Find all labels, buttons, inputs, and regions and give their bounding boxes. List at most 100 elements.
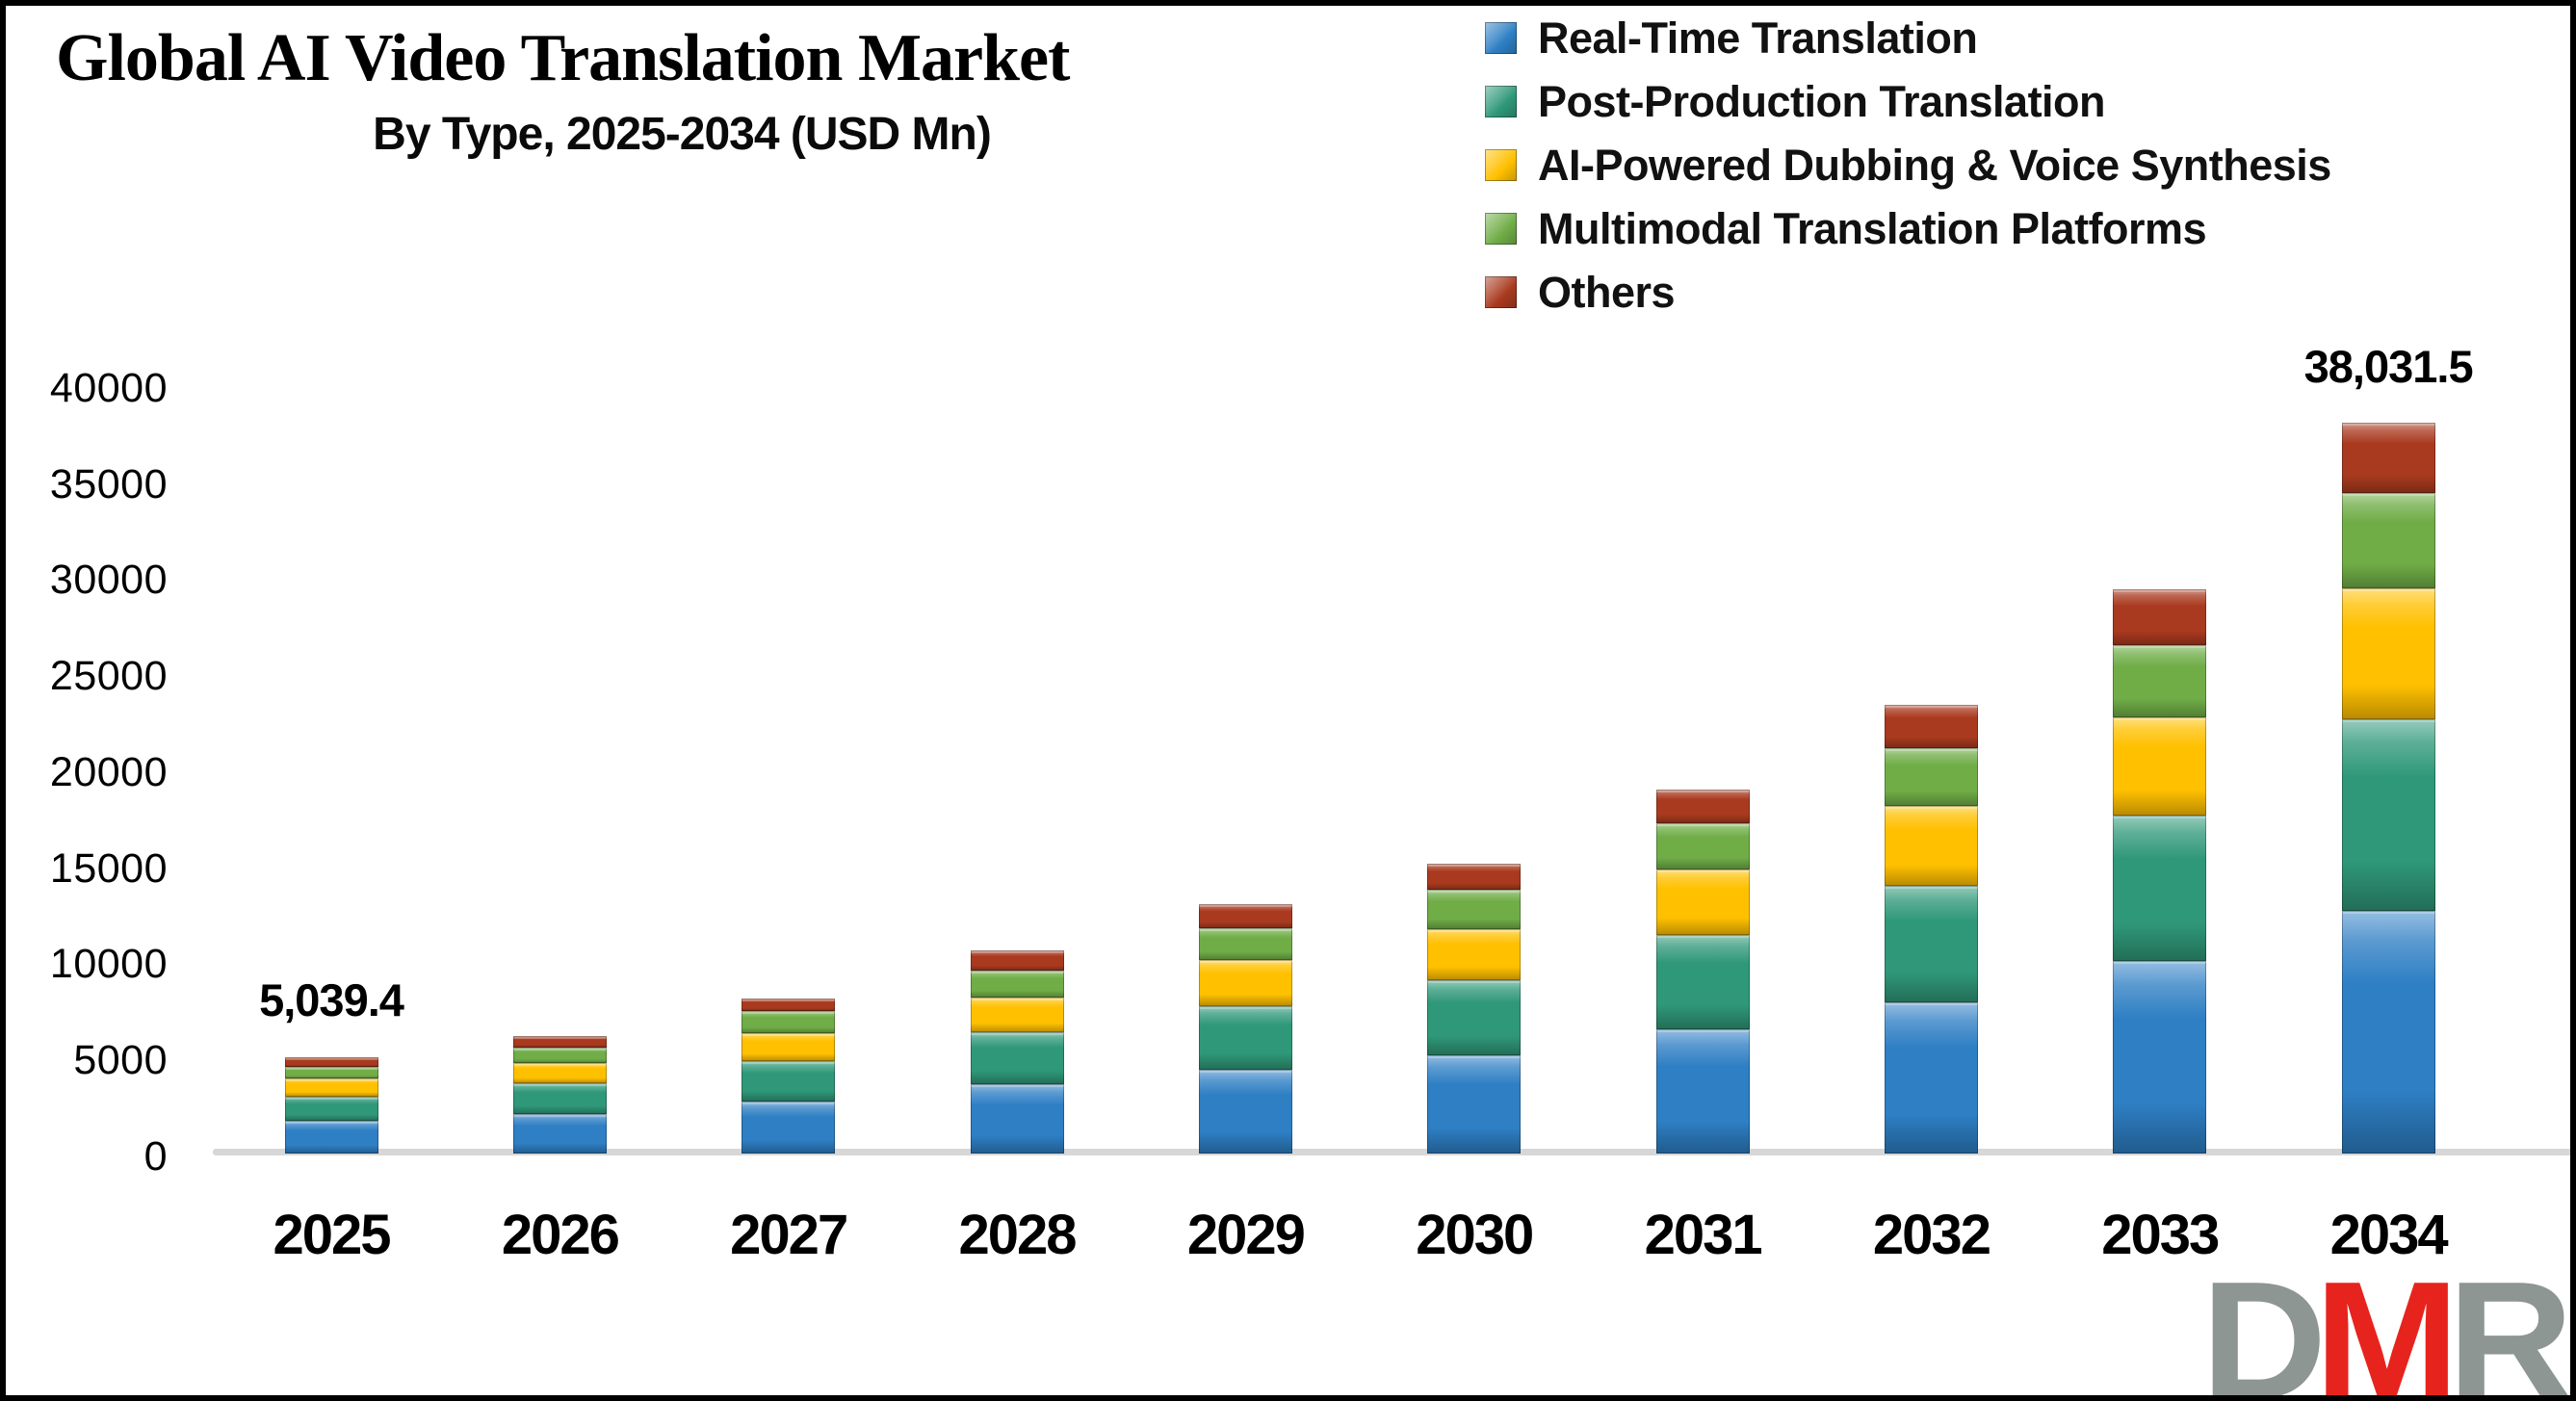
dmr-logo: DMR bbox=[2200, 1246, 2570, 1401]
segment-real-time-translation-2029 bbox=[1198, 1070, 1292, 1154]
legend-item: Real-Time Translation bbox=[1485, 15, 2331, 60]
segment-post-production-translation-2027 bbox=[742, 1060, 836, 1103]
chart-header: Global AI Video Translation Market By Ty… bbox=[56, 23, 1308, 161]
segment-multimodal-translation-platforms-2031 bbox=[1655, 823, 1750, 869]
bar-2025 bbox=[284, 1056, 378, 1154]
segment-post-production-translation-2026 bbox=[512, 1082, 607, 1114]
legend-item: AI-Powered Dubbing & Voice Synthesis bbox=[1485, 143, 2331, 187]
segment-ai-powered-dubbing-voice-synthesis-2025 bbox=[284, 1078, 378, 1098]
chart-subtitle: By Type, 2025-2034 (USD Mn) bbox=[373, 108, 992, 160]
segment-others-2026 bbox=[512, 1036, 607, 1048]
y-axis-tick-label: 20000 bbox=[49, 748, 168, 795]
segment-ai-powered-dubbing-voice-synthesis-2027 bbox=[742, 1032, 836, 1061]
y-axis-tick-label: 35000 bbox=[49, 460, 168, 507]
logo-letter-r: R bbox=[2447, 1246, 2570, 1401]
plot-area bbox=[213, 385, 2570, 1155]
legend-swatch-others bbox=[1485, 275, 1517, 308]
chart-title: Global AI Video Translation Market bbox=[56, 21, 1070, 95]
segment-others-2025 bbox=[284, 1056, 378, 1067]
bar-2030 bbox=[1427, 863, 1522, 1154]
segment-post-production-translation-2025 bbox=[284, 1097, 378, 1121]
segment-post-production-translation-2028 bbox=[970, 1031, 1064, 1085]
segment-multimodal-translation-platforms-2030 bbox=[1427, 890, 1522, 930]
legend-swatch-ai-powered-dubbing-voice-synthesis bbox=[1485, 148, 1517, 181]
segment-others-2033 bbox=[2113, 589, 2207, 645]
x-axis-label-2031: 2031 bbox=[1644, 1204, 1763, 1266]
legend-item: Multimodal Translation Platforms bbox=[1485, 206, 2331, 250]
segment-real-time-translation-2026 bbox=[512, 1113, 607, 1154]
legend-item: Others bbox=[1485, 270, 2331, 314]
x-axis-label-2032: 2032 bbox=[1872, 1204, 1991, 1266]
segment-real-time-translation-2034 bbox=[2341, 911, 2435, 1154]
x-axis-label-2029: 2029 bbox=[1186, 1204, 1306, 1266]
segment-multimodal-translation-platforms-2026 bbox=[512, 1047, 607, 1063]
legend-label: AI-Powered Dubbing & Voice Synthesis bbox=[1538, 140, 2331, 190]
segment-others-2034 bbox=[2341, 423, 2435, 493]
x-axis-label-2030: 2030 bbox=[1416, 1204, 1534, 1266]
segment-real-time-translation-2028 bbox=[970, 1084, 1064, 1154]
segment-ai-powered-dubbing-voice-synthesis-2033 bbox=[2113, 717, 2207, 817]
segment-ai-powered-dubbing-voice-synthesis-2026 bbox=[512, 1062, 607, 1083]
segment-multimodal-translation-platforms-2027 bbox=[742, 1011, 836, 1033]
segment-post-production-translation-2034 bbox=[2341, 718, 2435, 912]
segment-real-time-translation-2030 bbox=[1427, 1055, 1522, 1154]
y-axis-tick-label: 25000 bbox=[49, 653, 168, 700]
logo-letter-m: M bbox=[2314, 1246, 2460, 1401]
segment-post-production-translation-2032 bbox=[1884, 886, 1978, 1003]
bar-2028 bbox=[970, 949, 1064, 1154]
segment-ai-powered-dubbing-voice-synthesis-2032 bbox=[1884, 805, 1978, 887]
segment-others-2032 bbox=[1884, 705, 1978, 748]
bar-2027 bbox=[742, 998, 836, 1154]
segment-post-production-translation-2029 bbox=[1198, 1006, 1292, 1071]
y-axis-tick-label: 40000 bbox=[49, 365, 168, 411]
bar-2031 bbox=[1655, 789, 1750, 1154]
legend-swatch-multimodal-translation-platforms bbox=[1485, 212, 1517, 245]
legend-label: Others bbox=[1538, 267, 1676, 317]
data-label-2025: 5,039.4 bbox=[259, 974, 404, 1026]
bar-2034 bbox=[2341, 423, 2435, 1154]
x-axis-label-2027: 2027 bbox=[730, 1204, 848, 1266]
data-label-2034: 38,031.5 bbox=[2303, 341, 2474, 393]
segment-others-2027 bbox=[742, 998, 836, 1012]
segment-others-2029 bbox=[1198, 903, 1292, 928]
segment-multimodal-translation-platforms-2033 bbox=[2113, 644, 2207, 718]
x-axis-label-2025: 2025 bbox=[273, 1204, 391, 1266]
legend-swatch-real-time-translation bbox=[1485, 21, 1517, 54]
legend: Real-Time Translation Post-Production Tra… bbox=[1485, 15, 2331, 333]
segment-post-production-translation-2030 bbox=[1427, 979, 1522, 1056]
segment-ai-powered-dubbing-voice-synthesis-2029 bbox=[1198, 960, 1292, 1007]
y-axis-tick-label: 0 bbox=[143, 1132, 168, 1180]
y-axis-tick-label: 15000 bbox=[49, 844, 168, 892]
bar-2026 bbox=[512, 1036, 607, 1154]
y-axis-tick-label: 10000 bbox=[49, 941, 168, 988]
x-axis-label-2034: 2034 bbox=[2329, 1204, 2449, 1266]
legend-label: Real-Time Translation bbox=[1538, 13, 1978, 63]
segment-multimodal-translation-platforms-2025 bbox=[284, 1066, 378, 1079]
segment-others-2031 bbox=[1655, 789, 1750, 824]
segment-real-time-translation-2027 bbox=[742, 1102, 836, 1154]
segment-multimodal-translation-platforms-2034 bbox=[2341, 492, 2435, 588]
segment-post-production-translation-2031 bbox=[1655, 935, 1750, 1029]
segment-ai-powered-dubbing-voice-synthesis-2030 bbox=[1427, 929, 1522, 980]
segment-real-time-translation-2033 bbox=[2113, 960, 2207, 1154]
bar-2033 bbox=[2113, 589, 2207, 1154]
x-axis-line bbox=[213, 1149, 2570, 1155]
segment-ai-powered-dubbing-voice-synthesis-2034 bbox=[2341, 587, 2435, 719]
segment-real-time-translation-2032 bbox=[1884, 1002, 1978, 1154]
segment-multimodal-translation-platforms-2032 bbox=[1884, 747, 1978, 806]
x-axis-label-2028: 2028 bbox=[958, 1204, 1078, 1266]
x-axis-label-2026: 2026 bbox=[501, 1204, 620, 1266]
segment-post-production-translation-2033 bbox=[2113, 816, 2207, 961]
bar-2032 bbox=[1884, 705, 1978, 1154]
bar-2029 bbox=[1198, 903, 1292, 1154]
legend-swatch-post-production-translation bbox=[1485, 85, 1517, 117]
segment-others-2028 bbox=[970, 949, 1064, 971]
segment-real-time-translation-2025 bbox=[284, 1120, 378, 1154]
y-axis-tick-label: 30000 bbox=[49, 557, 168, 604]
legend-item: Post-Production Translation bbox=[1485, 79, 2331, 123]
legend-label: Post-Production Translation bbox=[1538, 76, 2106, 126]
segment-multimodal-translation-platforms-2028 bbox=[970, 970, 1064, 999]
segment-real-time-translation-2031 bbox=[1655, 1028, 1750, 1154]
segment-others-2030 bbox=[1427, 863, 1522, 891]
